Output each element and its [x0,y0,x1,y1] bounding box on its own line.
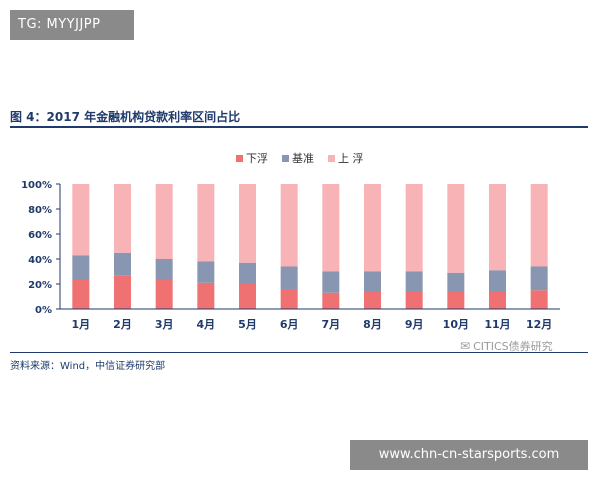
bar-segment [530,266,548,291]
legend-label-base: 基准 [292,152,314,165]
bar-segment [155,279,173,309]
bar-segment [197,282,215,309]
bar-segment [280,289,298,309]
bar-segment [72,279,90,309]
legend-item-down: 下浮 [236,150,268,166]
bar-segment [530,184,548,267]
legend-item-base: 基准 [282,150,314,166]
y-tick-label: 60% [28,230,52,241]
bar-segment [155,259,173,279]
figure-title: 图 4：2017 年金融机构贷款利率区间占比 [10,110,241,124]
bar-segment [239,284,256,309]
bar-segment [447,272,465,292]
y-tick-label: 40% [28,255,52,266]
x-tick-label: 10月 [443,318,469,331]
bar-segment [239,184,256,263]
bar-segment [280,266,298,289]
bar-segment [280,184,298,267]
bar-segment [322,184,340,272]
y-tick-label: 20% [28,280,52,291]
x-tick-label: 1月 [72,318,91,331]
x-tick-label: 3月 [155,318,174,331]
x-tick-label: 2月 [113,318,132,331]
bar-segment [114,252,131,276]
bottom-divider [10,352,588,353]
legend-label-down: 下浮 [246,152,268,165]
y-tick-label: 0% [35,305,52,316]
x-tick-label: 8月 [363,318,382,331]
bar-group [72,184,548,309]
bar-segment [114,275,131,309]
bar-segment [239,262,256,284]
legend-swatch-up [328,154,335,162]
bar-segment [72,184,90,256]
bar-segment [114,184,131,253]
bar-segment [322,292,340,309]
stacked-bar-chart: 0% 20% 40% 60% 80% 100% 1月 2月 3月 4月 5月 6月 7月 8月 9月 10月… [21,180,560,331]
tag-label: TG: MYYJJPP [10,10,134,40]
y-tick-label: 100% [21,180,52,191]
chart-legend: 下浮 基准 上 浮 [236,150,364,166]
bar-segment [155,184,173,259]
legend-swatch-base [282,154,289,162]
watermark-text: CITICS债券研究 [473,340,553,353]
bar-segment [489,291,506,309]
bar-segment [489,270,506,292]
x-tick-label: 11月 [484,318,510,331]
y-axis: 0% 20% 40% 60% 80% 100% [21,180,61,316]
watermark: ✉ CITICS债券研究 [460,338,553,354]
x-tick-label: 5月 [238,318,257,331]
bar-segment [447,184,465,273]
x-tick-label: 6月 [280,318,299,331]
bar-segment [197,261,215,283]
legend-item-up: 上 浮 [328,150,364,166]
bar-segment [489,184,506,271]
bar-segment [322,271,340,293]
x-tick-label: 4月 [197,318,216,331]
bar-segment [530,290,548,309]
bar-segment [364,184,381,272]
x-tick-label: 7月 [322,318,341,331]
x-tick-label: 9月 [405,318,424,331]
bar-segment [447,291,465,309]
bar-segment [405,271,423,292]
legend-label-up: 上 浮 [338,152,364,165]
legend-swatch-down [236,154,243,162]
wechat-icon: ✉ [460,339,471,353]
bar-segment [72,255,90,279]
source-note: 资料来源：Wind，中信证券研究部 [10,361,166,372]
y-tick-label: 80% [28,205,52,216]
title-divider [10,126,588,128]
x-axis: 1月 2月 3月 4月 5月 6月 7月 8月 9月 10月 11月 12月 [60,308,560,331]
bar-segment [197,184,215,262]
x-tick-label: 12月 [526,318,552,331]
bar-segment [405,184,423,272]
url-label: www.chn-cn-starsports.com [350,440,588,470]
bar-segment [405,291,423,309]
bar-segment [364,291,381,309]
bar-segment [364,271,381,292]
